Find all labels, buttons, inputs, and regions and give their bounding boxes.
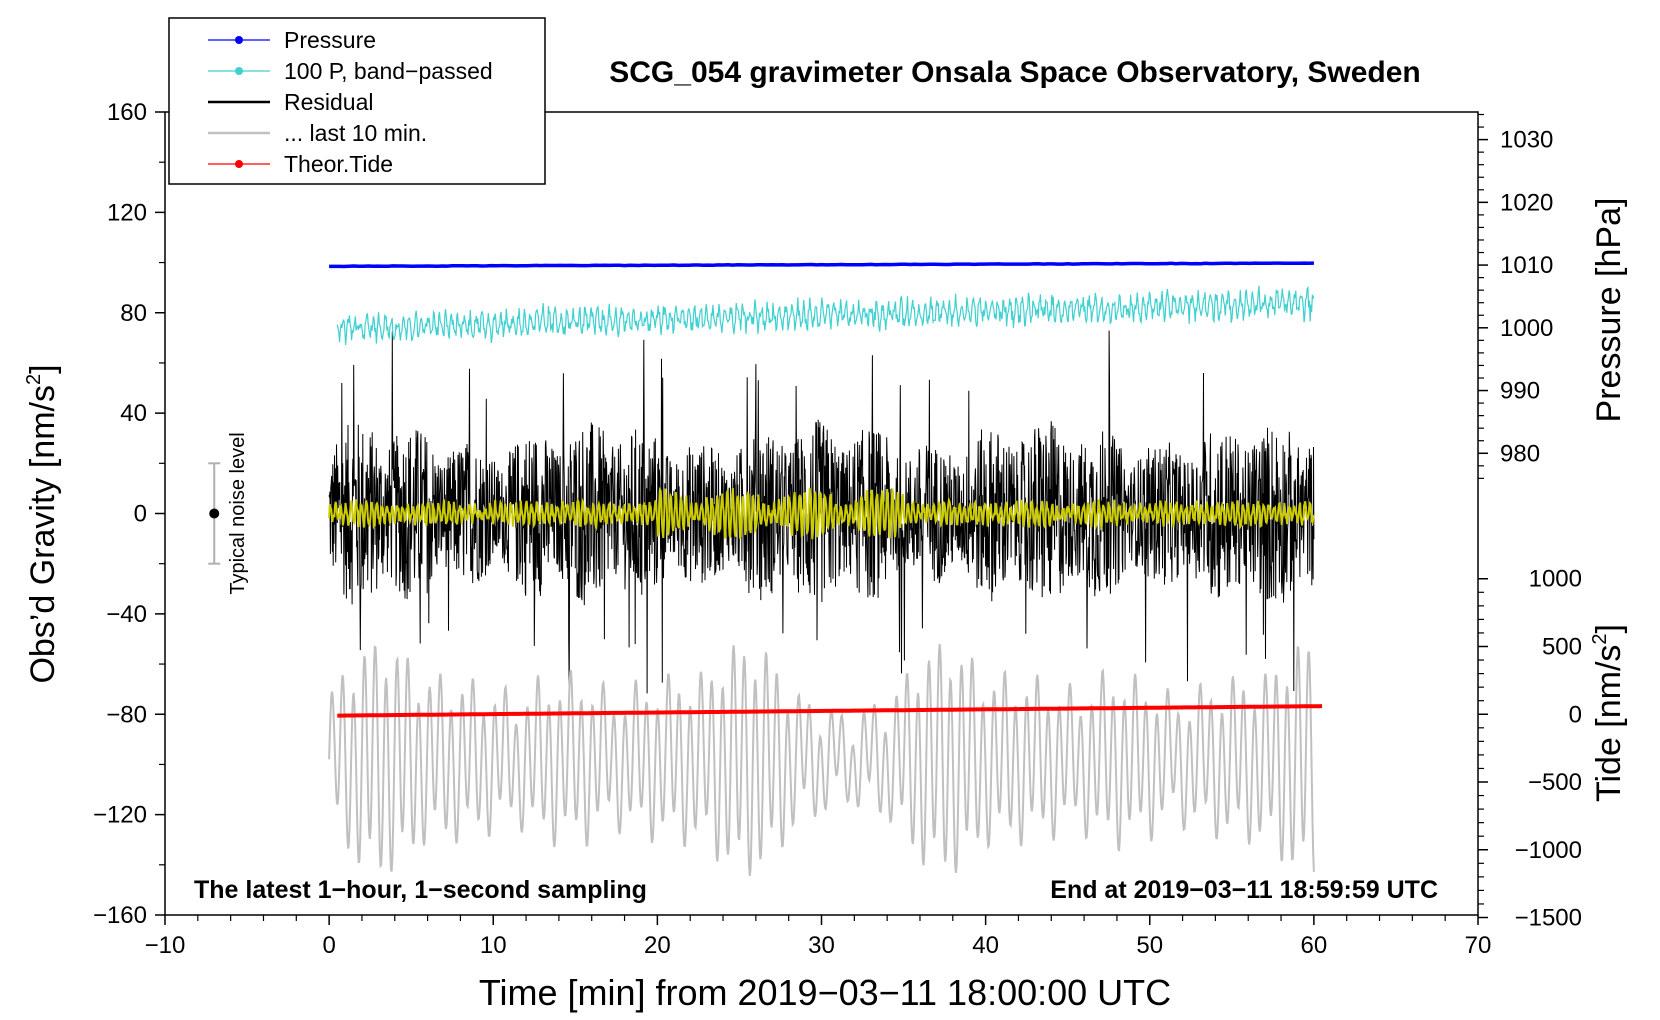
noise-indicator: Typical noise level	[208, 432, 249, 595]
tide-axis-label-end: ]	[1590, 624, 1628, 633]
y-tick-label: 40	[120, 400, 147, 427]
tide-tick-label: −1000	[1515, 837, 1582, 864]
legend-label: ... last 10 min.	[284, 120, 427, 146]
pressure-tick-label: 1020	[1500, 189, 1553, 216]
series-theor-tide	[337, 704, 1323, 718]
tide-tick-label: −500	[1528, 769, 1582, 796]
pressure-tick-label: 1030	[1500, 127, 1553, 154]
tide-tick-label: 500	[1542, 633, 1582, 660]
annotation-left-bottom: The latest 1−hour, 1−second sampling	[194, 876, 647, 904]
y-tick-label: −80	[106, 701, 147, 728]
series-band-passed-residual	[328, 486, 1315, 540]
y-axis-label-end: ]	[24, 364, 62, 373]
legend-marker	[235, 160, 243, 168]
tide-axis-label-main: Tide [nm/s	[1590, 645, 1628, 802]
noise-center-dot	[209, 508, 220, 519]
x-tick-label: 60	[1301, 932, 1328, 959]
y-tick-label: 160	[107, 99, 147, 126]
y-tick-label: 120	[107, 199, 147, 226]
x-axis-label: Time [min] from 2019−03−11 18:00:00 UTC	[479, 972, 1171, 1013]
legend-marker	[235, 67, 243, 75]
tide-tick-label: 1000	[1529, 566, 1582, 593]
legend-label: Pressure	[284, 27, 376, 53]
legend-item: 100 P, band−passed	[208, 58, 493, 84]
legend-item: Theor.Tide	[208, 151, 393, 177]
series-pressure	[329, 261, 1314, 269]
tide-tick-label: −1500	[1515, 905, 1582, 932]
legend-item: Residual	[208, 89, 374, 115]
x-tick-label: 0	[322, 932, 335, 959]
x-tick-label: 20	[644, 932, 671, 959]
legend: Pressure 100 P, band−passed Residual ... la…	[168, 17, 546, 185]
legend-item: ... last 10 min.	[208, 120, 427, 146]
x-tick-label: 50	[1136, 932, 1163, 959]
pressure-tick-label: 980	[1500, 440, 1540, 467]
x-tick-label: −10	[145, 932, 186, 959]
y-tick-label: 0	[134, 501, 147, 528]
noise-label: Typical noise level	[227, 432, 249, 594]
pressure-axis-label: Pressure [hPa]	[1590, 198, 1628, 423]
y-tick-label: −40	[106, 601, 147, 628]
series-layer	[328, 261, 1323, 877]
y-tick-label: −160	[93, 902, 147, 929]
legend-label: Residual	[284, 89, 374, 115]
x-tick-label: 70	[1465, 932, 1492, 959]
pressure-tick-label: 1000	[1500, 315, 1553, 342]
series-100p-band-passed	[336, 285, 1315, 346]
legend-label: Theor.Tide	[284, 151, 393, 177]
tide-axis-label: Tide [nm/s2]	[1589, 624, 1628, 802]
legend-item: Pressure	[208, 27, 376, 53]
annotation-right-bottom: End at 2019−03−11 18:59:59 UTC	[1050, 876, 1438, 904]
pressure-tick-label: 1010	[1500, 252, 1553, 279]
tide-axis-label-sup: 2	[1589, 633, 1611, 644]
legend-marker	[235, 36, 243, 44]
y-axis-label: Obs’d Gravity [nm/s2]	[23, 364, 62, 683]
x-tick-label: 30	[808, 932, 835, 959]
y-tick-label: 80	[120, 300, 147, 327]
pressure-tick-label: 990	[1500, 378, 1540, 405]
x-tick-label: 40	[972, 932, 999, 959]
series-last-10-min	[328, 643, 1315, 877]
y-axis-label-sup: 2	[23, 374, 45, 385]
tide-tick-label: 0	[1569, 701, 1582, 728]
chart-title: SCG_054 gravimeter Onsala Space Observat…	[609, 56, 1421, 89]
x-tick-label: 10	[480, 932, 507, 959]
y-axis-label-main: Obs’d Gravity [nm/s	[24, 385, 62, 684]
y-tick-label: −120	[93, 802, 147, 829]
legend-label: 100 P, band−passed	[284, 58, 493, 84]
